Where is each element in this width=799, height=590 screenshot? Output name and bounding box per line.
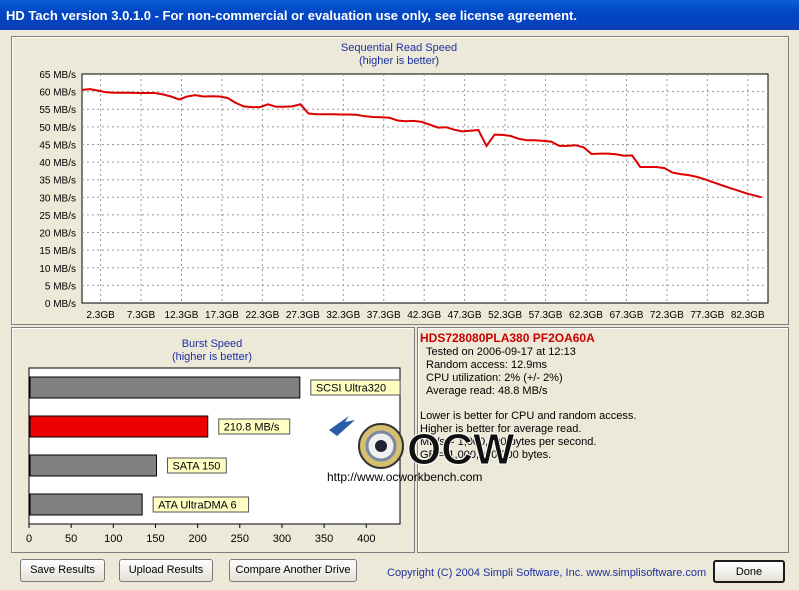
burst-bar-label: SCSI Ultra320 <box>316 383 386 395</box>
seq-y-tick-label: 60 MB/s <box>39 88 76 99</box>
seq-x-tick-label: 67.3GB <box>609 310 643 321</box>
seq-x-tick-label: 47.3GB <box>448 310 482 321</box>
note-higher-better: Higher is better for average read. <box>420 423 582 435</box>
seq-y-tick-label: 30 MB/s <box>39 193 76 204</box>
seq-read-series-line <box>81 88 762 199</box>
seq-x-tick-label: 2.3GB <box>86 310 115 321</box>
burst-x-tick-label: 200 <box>188 533 206 545</box>
burst-x-tick-label: 100 <box>104 533 122 545</box>
seq-x-tick-label: 52.3GB <box>488 310 522 321</box>
seq-y-tick-label: 25 MB/s <box>39 211 76 222</box>
burst-x-tick-label: 50 <box>65 533 77 545</box>
seq-x-tick-label: 22.3GB <box>245 310 279 321</box>
note-gb-definition: GB = 1,000,000,000 bytes. <box>420 449 552 461</box>
average-read: Average read: 48.8 MB/s <box>426 385 548 397</box>
seq-y-tick-label: 15 MB/s <box>39 246 76 257</box>
seq-y-tick-label: 40 MB/s <box>39 158 76 169</box>
random-access: Random access: 12.9ms <box>426 359 548 371</box>
seq-x-tick-label: 62.3GB <box>569 310 603 321</box>
seq-y-tick-label: 45 MB/s <box>39 140 76 151</box>
compare-another-drive-button[interactable]: Compare Another Drive <box>229 559 357 582</box>
seq-x-tick-label: 17.3GB <box>205 310 239 321</box>
seq-y-tick-label: 55 MB/s <box>39 105 76 116</box>
seq-x-tick-label: 72.3GB <box>650 310 684 321</box>
burst-bar <box>29 415 209 438</box>
seq-y-tick-label: 20 MB/s <box>39 229 76 240</box>
burst-bar <box>29 454 157 477</box>
burst-bar-label-box <box>166 457 227 474</box>
seq-x-tick-label: 37.3GB <box>367 310 401 321</box>
burst-x-tick-label: 300 <box>273 533 291 545</box>
drive-name: HDS728080PLA380 PF2OA60A <box>420 331 595 345</box>
window-title: HD Tach version 3.0.1.0 - For non-commer… <box>0 0 799 30</box>
upload-results-button[interactable]: Upload Results <box>119 559 213 582</box>
seq-x-tick-label: 32.3GB <box>326 310 360 321</box>
burst-speed-chart: SCSI Ultra320 210.8 MB/s SATA 150 ATA Ultra… <box>26 367 401 545</box>
seq-y-tick-label: 35 MB/s <box>39 176 76 187</box>
seq-plot-area <box>81 73 769 304</box>
burst-bar <box>29 376 301 399</box>
save-results-button[interactable]: Save Results <box>20 559 105 582</box>
seq-x-tick-label: 82.3GB <box>731 310 765 321</box>
seq-x-tick-label: 57.3GB <box>529 310 563 321</box>
burst-x-tick-label: 350 <box>315 533 333 545</box>
seq-x-tick-label: 7.3GB <box>127 310 156 321</box>
burst-chart-title: Burst Speed <box>181 338 243 350</box>
tested-on: Tested on 2006-09-17 at 12:13 <box>426 346 576 358</box>
seq-x-tick-label: 77.3GB <box>690 310 724 321</box>
burst-bar-label: 210.8 MB/s <box>224 422 280 434</box>
watermark-url: http://www.ocworkbench.com <box>327 470 483 484</box>
seq-chart-subtitle: (higher is better) <box>358 55 440 67</box>
seq-x-tick-label: 42.3GB <box>407 310 441 321</box>
watermark-logo: OCW <box>325 408 516 478</box>
burst-bar <box>29 493 143 516</box>
burst-chart-subtitle: (higher is better) <box>171 351 253 363</box>
note-mbs-definition: MB/s = 1,000,000 bytes per second. <box>420 436 597 448</box>
burst-x-tick-label: 0 <box>26 533 32 545</box>
copyright-text: Copyright (C) 2004 Simpli Software, Inc.… <box>387 567 707 579</box>
seq-y-tick-label: 5 MB/s <box>45 281 76 292</box>
burst-bar-label-box <box>218 418 291 435</box>
burst-x-tick-label: 400 <box>357 533 375 545</box>
burst-bar-label: SATA 150 <box>172 461 220 473</box>
burst-x-tick-label: 150 <box>146 533 164 545</box>
seq-y-tick-label: 65 MB/s <box>39 70 76 81</box>
note-lower-better: Lower is better for CPU and random acces… <box>420 410 637 422</box>
ocw-logo-icon: OCW <box>329 416 516 475</box>
seq-chart-title: Sequential Read Speed <box>340 42 458 54</box>
burst-bar-label-box <box>152 496 250 513</box>
ocw-logo-text: OCW <box>407 425 515 474</box>
seq-x-tick-label: 12.3GB <box>165 310 199 321</box>
burst-bar-label-box <box>310 379 401 396</box>
sequential-read-chart: 0 MB/s 5 MB/s 10 MB/s 15 MB/s 20 MB/s 25 MB/s… <box>39 70 769 321</box>
seq-y-tick-label: 10 MB/s <box>39 264 76 275</box>
cpu-utilization: CPU utilization: 2% (+/- 2%) <box>426 372 563 384</box>
done-button[interactable]: Done <box>713 560 785 583</box>
burst-bar-label: ATA UltraDMA 6 <box>158 500 236 512</box>
seq-x-tick-label: 27.3GB <box>286 310 320 321</box>
info-panel <box>417 327 789 553</box>
seq-y-tick-label: 0 MB/s <box>45 299 76 310</box>
burst-x-tick-label: 250 <box>231 533 249 545</box>
seq-y-tick-label: 50 MB/s <box>39 123 76 134</box>
